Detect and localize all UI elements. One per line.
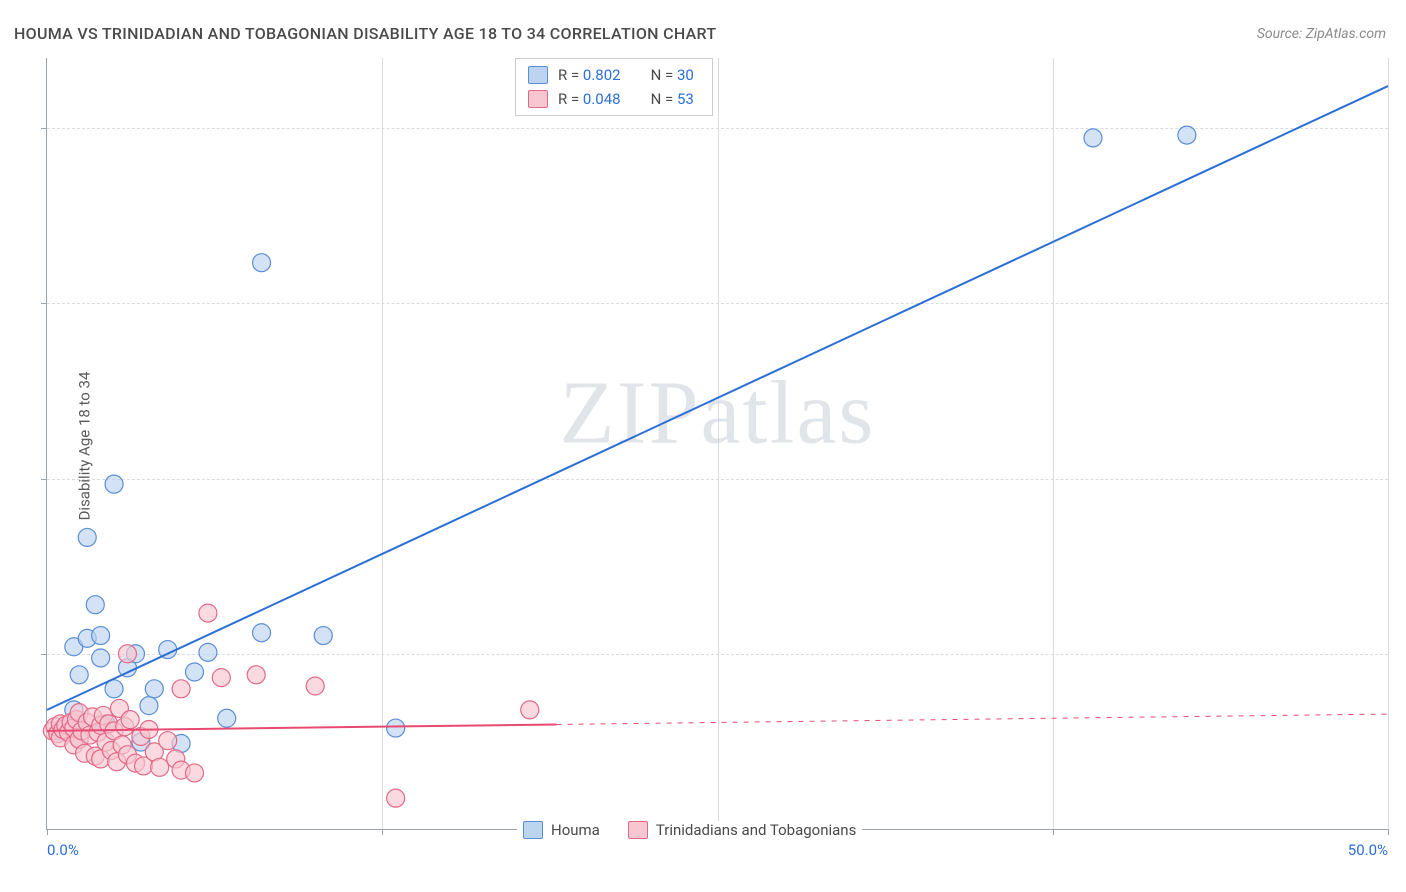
legend-row-houma: R = 0.802 N = 30 (528, 63, 694, 87)
legend-row-tt: R = 0.048 N = 53 (528, 87, 694, 111)
houma-point (186, 663, 204, 681)
houma-point (92, 649, 110, 667)
legend-swatch (528, 90, 548, 108)
houma-point (253, 254, 271, 272)
y-tick-label: 25.0% (1394, 470, 1406, 488)
houma-point (78, 528, 96, 546)
houma-point (1084, 129, 1102, 147)
gridline-v (1388, 58, 1389, 829)
legend-swatch (523, 821, 543, 839)
houma-point (218, 709, 236, 727)
tt-point (186, 764, 204, 782)
plot-area: ZIPatlas 12.5%25.0%37.5%50.0%0.0%50.0% R… (46, 58, 1388, 830)
legend-swatch (628, 821, 648, 839)
legend-n: N = 30 (651, 66, 694, 84)
legend-r: R = 0.048 (558, 90, 621, 108)
tt-point (199, 604, 217, 622)
series-label: Trinidadians and Tobagonians (656, 821, 856, 839)
tt-point (151, 758, 169, 776)
houma-point (86, 596, 104, 614)
series-legend-item-tt: Trinidadians and Tobagonians (628, 821, 856, 839)
y-tick-label: 50.0% (1394, 119, 1406, 137)
houma-point (92, 627, 110, 645)
tt-point (118, 645, 136, 663)
chart-title: HOUMA VS TRINIDADIAN AND TOBAGONIAN DISA… (14, 24, 716, 43)
tt-point (212, 669, 230, 687)
tt-point (121, 711, 139, 729)
houma-point (314, 627, 332, 645)
tt-point (159, 732, 177, 750)
legend-r: R = 0.802 (558, 66, 621, 84)
houma-point (105, 475, 123, 493)
tt-point (387, 789, 405, 807)
scatter-layer (47, 58, 1388, 829)
houma-point (70, 666, 88, 684)
tt-trendline-extrapolated (557, 714, 1388, 724)
series-legend-item-houma: Houma (523, 821, 600, 839)
tt-point (306, 677, 324, 695)
x-tick-label: 0.0% (47, 841, 79, 859)
legend-n: N = 53 (651, 90, 694, 108)
y-tick-label: 37.5% (1394, 294, 1406, 312)
series-label: Houma (551, 821, 600, 839)
legend-swatch (528, 66, 548, 84)
tt-point (247, 666, 265, 684)
houma-point (253, 624, 271, 642)
houma-point (145, 680, 163, 698)
source-attribution: Source: ZipAtlas.com (1257, 26, 1386, 42)
houma-point (387, 719, 405, 737)
houma-point (1178, 126, 1196, 144)
y-tick-label: 12.5% (1394, 645, 1406, 663)
houma-point (199, 643, 217, 661)
tt-point (521, 701, 539, 719)
x-tick-label: 50.0% (1348, 841, 1388, 859)
houma-trendline (47, 86, 1388, 710)
correlation-legend: R = 0.802 N = 30 R = 0.048 N = 53 (515, 58, 713, 116)
houma-point (140, 697, 158, 715)
series-legend: Houma Trinidadians and Tobagonians (517, 821, 862, 839)
tt-point (172, 680, 190, 698)
